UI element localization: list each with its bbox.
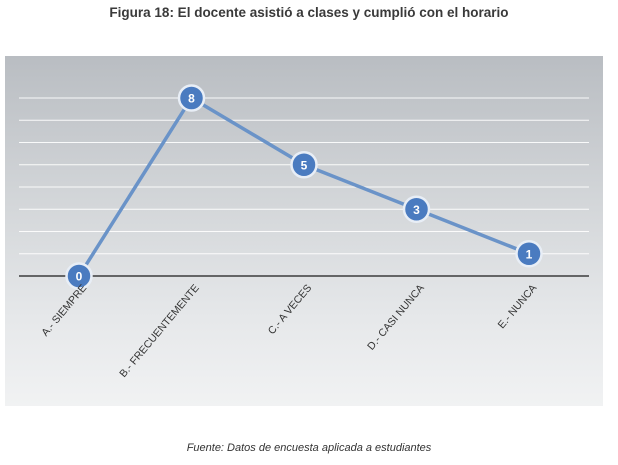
data-point-marker [65, 262, 93, 290]
x-tick-label: D.- CASI NUNCA [365, 282, 427, 352]
x-tick-label: E.- NUNCA [496, 282, 540, 331]
data-point-marker [402, 195, 431, 223]
x-tick-label: C.- A VECES [266, 282, 315, 337]
x-tick-label: B.- FRECUENTEMENTE [117, 282, 202, 380]
data-point-marker [290, 151, 318, 179]
data-label: 5 [301, 158, 308, 172]
data-point-marker [177, 84, 206, 112]
data-label: 1 [526, 247, 533, 261]
data-point-marker [515, 240, 543, 268]
chart-area: 0 8 5 3 1 A.- SIEMPRE B.- FRECUENTEMENTE C.- A… [5, 56, 603, 406]
x-tick-label: A.- SIEMPRE [39, 282, 89, 338]
data-label: 8 [188, 92, 195, 106]
page-title: Figura 18: El docente asistió a clases y… [109, 5, 509, 20]
data-label: 0 [76, 270, 83, 284]
source-note: Fuente: Datos de encuesta aplicada a est… [186, 442, 432, 454]
data-label: 3 [413, 203, 420, 217]
line-chart: 0 8 5 3 1 A.- SIEMPRE B.- FRECUENTEMENTE C.- A… [19, 84, 589, 380]
